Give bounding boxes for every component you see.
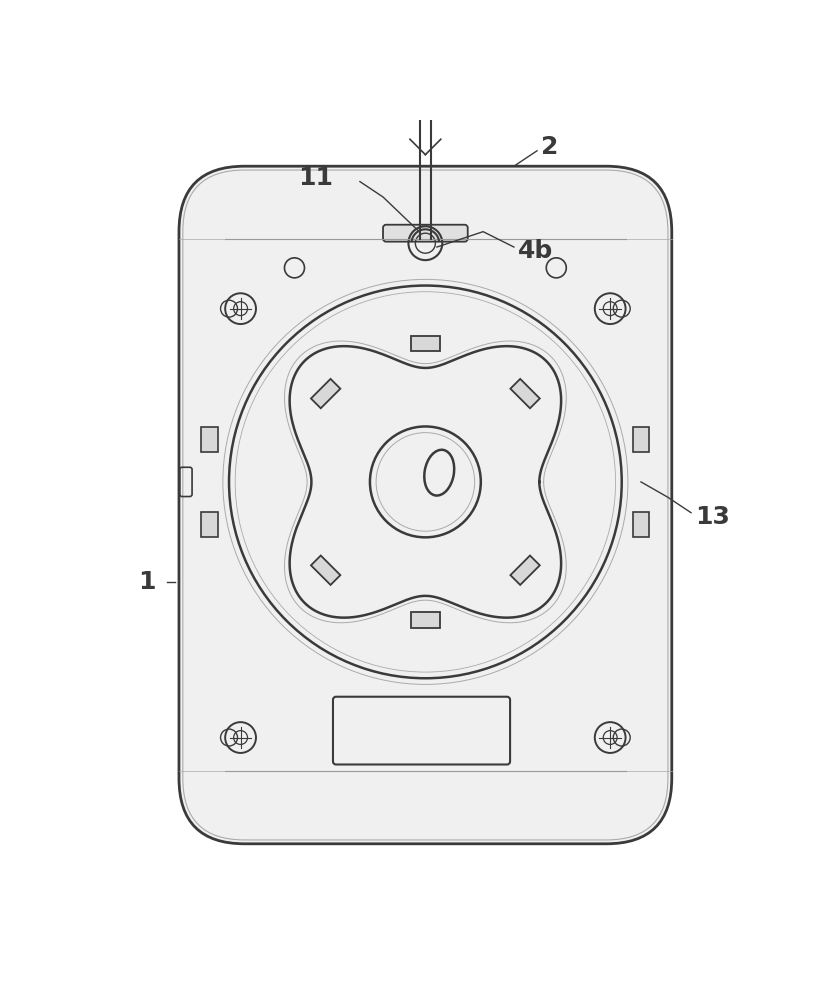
Polygon shape: [632, 427, 649, 452]
Text: 1: 1: [139, 570, 156, 594]
Polygon shape: [510, 379, 540, 408]
Polygon shape: [632, 512, 649, 537]
Text: 2: 2: [541, 135, 559, 159]
FancyBboxPatch shape: [179, 166, 671, 844]
Polygon shape: [411, 612, 440, 628]
Polygon shape: [202, 512, 218, 537]
Polygon shape: [510, 556, 540, 585]
Polygon shape: [411, 336, 440, 351]
Polygon shape: [311, 379, 340, 408]
Text: 11: 11: [298, 166, 333, 190]
Polygon shape: [311, 556, 340, 585]
FancyBboxPatch shape: [383, 225, 468, 242]
Text: 13: 13: [695, 505, 730, 529]
Text: 4b: 4b: [518, 239, 553, 263]
Polygon shape: [202, 427, 218, 452]
